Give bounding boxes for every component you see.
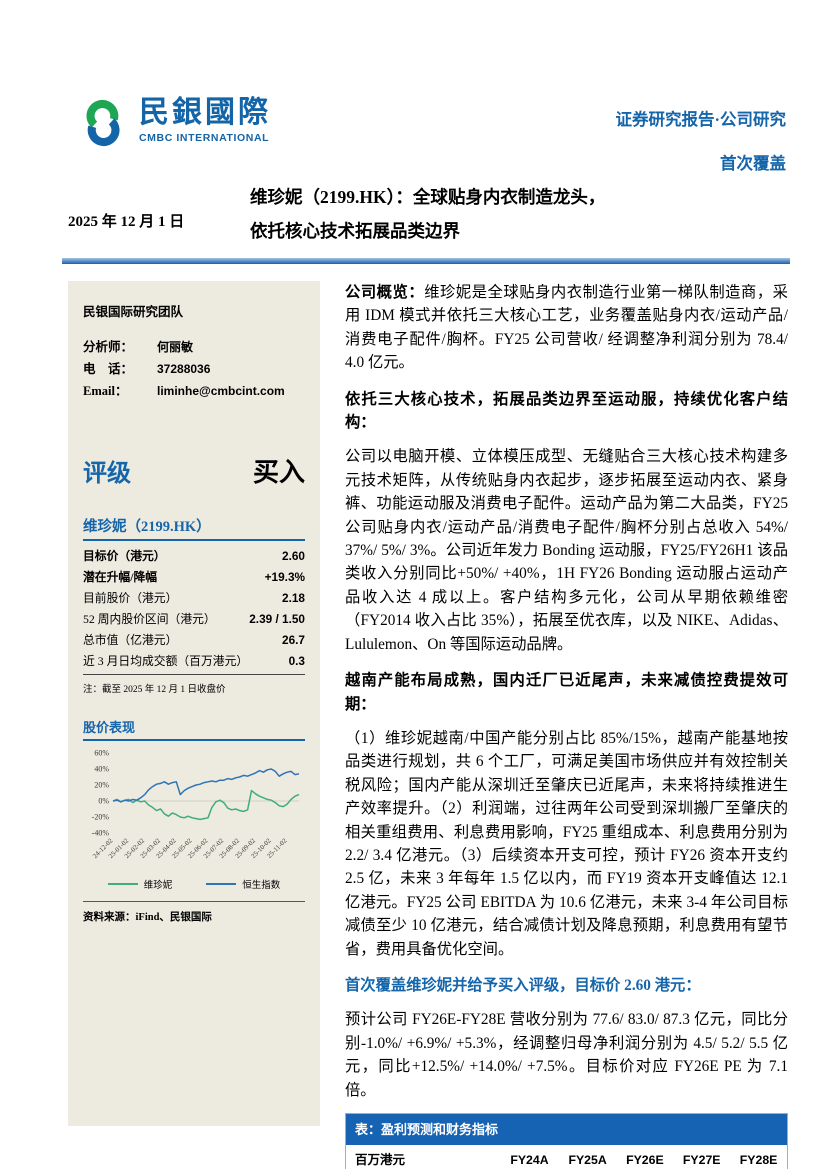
report-title: 维珍妮（2199.HK）：全球贴身内衣制造龙头， 依托核心技术拓展品类边界: [250, 180, 788, 248]
financial-table-header-row: 百万港元 FY24A FY25A FY26E FY27E FY28E: [346, 1145, 787, 1169]
report-body: 公司概览：维珍妮是全球贴身内衣制造行业第一梯队制造商，采用 IDM 模式并依托三…: [345, 281, 788, 1169]
series-line: [112, 789, 300, 821]
stat-value: 2.39 / 1.50: [249, 612, 305, 626]
legend-line-swatch: [206, 883, 237, 885]
section-head-technology: 依托三大核心技术，拓展品类边界至运动服，持续优化客户结构：: [345, 390, 788, 432]
analyst-label: 分析师：: [83, 340, 134, 354]
stat-row: 目标价（港元） 2.60: [83, 546, 305, 567]
overview-text: 维珍妮是全球贴身内衣制造行业第一梯队制造商，采用 IDM 模式并依托三大核心工艺…: [345, 284, 788, 372]
stat-value: 0.3: [288, 654, 305, 668]
email-row: Email： liminhe@cmbcint.com: [83, 380, 305, 402]
stat-label: 近 3 月日均成交额（百万港元）: [83, 654, 249, 668]
legend-line-swatch: [107, 883, 138, 885]
technology-paragraph: 公司以电脑开模、立体模压成型、无缝贴合三大核心技术构建多元技术矩阵，从传统贴身内…: [345, 448, 788, 653]
y-axis-tick: 20%: [94, 781, 109, 790]
year-header-cell: FY25A: [558, 1145, 617, 1169]
legend-label: 维珍妮: [143, 881, 173, 891]
report-title-line1: 维珍妮（2199.HK）：全球贴身内衣制造龙头，: [250, 187, 606, 207]
sidebar-panel: 民银国际研究团队 分析师： 何丽敏 电 话： 37288036 Email： l…: [68, 281, 320, 1126]
title-row: 2025 年 12 月 1 日 维珍妮（2199.HK）：全球贴身内衣制造龙头，…: [0, 174, 826, 248]
email-label: Email：: [83, 384, 128, 398]
stats-note: 注：截至 2025 年 12 月 1 日收盘价: [83, 685, 226, 695]
overview-lead: 公司概览：: [345, 284, 425, 301]
report-type-label: 证券研究报告·公司研究: [615, 110, 786, 129]
y-axis-tick: 60%: [94, 749, 109, 758]
coverage-label: 首次覆盖: [720, 154, 786, 173]
header-divider: [62, 258, 790, 264]
legend-item: 维珍妮: [107, 877, 173, 891]
capacity-paragraph: （1）维珍妮越南/中国产能分别占比 85%/15%，越南产能基地按品类进行规划，…: [345, 729, 788, 958]
y-axis-tick: 0%: [98, 797, 109, 806]
key-stats-table: 目标价（港元） 2.60 潜在升幅/降幅 +19.3% 目前股价（港元） 2.18 52 周…: [83, 546, 305, 675]
report-type-block: 证券研究报告·公司研究 首次覆盖: [615, 96, 786, 174]
price-performance-header: 股价表现: [83, 717, 305, 741]
research-team-label: 民银国际研究团队: [83, 305, 184, 319]
year-header-cell: FY24A: [500, 1145, 559, 1169]
rating-label: 评级: [83, 461, 131, 487]
legend-label: 恒生指数: [242, 881, 281, 891]
y-axis-tick: -20%: [92, 813, 110, 822]
section-head-capacity: 越南产能布局成熟，国内迁厂已近尾声，未来减债控费提效可期：: [345, 672, 788, 713]
y-axis-tick: -40%: [92, 829, 110, 838]
year-header-cell: FY28E: [730, 1145, 787, 1169]
report-date: 2025 年 12 月 1 日: [68, 214, 185, 230]
stat-value: 2.60: [282, 549, 305, 563]
stat-row: 潜在升幅/降幅 +19.3%: [83, 567, 305, 588]
phone-number: 37288036: [157, 362, 211, 376]
stat-label: 52 周内股价区间（港元）: [83, 612, 216, 626]
stat-label: 总市值（亿港元）: [83, 633, 178, 647]
legend-item: 恒生指数: [206, 877, 280, 891]
stat-label: 目标价（港元）: [83, 549, 166, 563]
stat-row: 52 周内股价区间（港元） 2.39 / 1.50: [83, 609, 305, 630]
analyst-row: 分析师： 何丽敏: [83, 336, 305, 358]
stat-value: +19.3%: [264, 570, 305, 584]
unit-header-cell: 百万港元: [346, 1145, 501, 1169]
chart-source: 资料来源：iFind、民银国际: [83, 901, 305, 924]
year-header-cell: FY26E: [616, 1145, 674, 1169]
email-value[interactable]: liminhe@cmbcint.com: [157, 384, 285, 398]
analyst-name: 何丽敏: [157, 340, 194, 354]
financial-table-title: 表：盈利预测和财务指标: [346, 1114, 787, 1146]
phone-row: 电 话： 37288036: [83, 358, 305, 380]
financial-table-block: 表：盈利预测和财务指标 百万港元 FY24A FY25A FY26E FY27E FY2…: [345, 1113, 788, 1169]
stat-row: 近 3 月日均成交额（百万港元） 0.3: [83, 651, 305, 672]
rating-row: 评级 买入: [83, 452, 305, 489]
section-head-initiation: 首次覆盖维珍妮并给予买入评级，目标价 2.60 港元：: [345, 976, 701, 994]
stat-label: 目前股价（港元）: [83, 591, 178, 605]
report-header: 民銀國際 CMBC INTERNATIONAL 证券研究报告·公司研究 首次覆盖: [0, 0, 826, 174]
cmbc-logo: 民銀國際 CMBC INTERNATIONAL: [76, 96, 271, 150]
chart-legend: 维珍妮 恒生指数: [83, 877, 305, 891]
brand-name-en: CMBC INTERNATIONAL: [139, 132, 270, 144]
brand-name-cn: 民銀國際: [139, 96, 271, 129]
stat-row: 目前股价（港元） 2.18: [83, 588, 305, 609]
content-columns: 民银国际研究团队 分析师： 何丽敏 电 话： 37288036 Email： l…: [68, 281, 788, 1169]
cmbc-logo-icon: [86, 99, 120, 147]
stock-header: 维珍妮（2199.HK）: [83, 515, 305, 541]
overview-paragraph: 公司概览：维珍妮是全球贴身内衣制造行业第一梯队制造商，采用 IDM 模式并依托三…: [345, 281, 788, 375]
year-header-cell: FY27E: [673, 1145, 731, 1169]
y-axis-tick: 40%: [94, 765, 109, 774]
phone-label: 电 话：: [83, 362, 134, 376]
price-performance-chart: 60%40%20%0%-20%-40%24-12-0225-01-0225-02…: [92, 749, 300, 860]
stat-value: 26.7: [282, 633, 305, 647]
stat-label: 潜在升幅/降幅: [83, 570, 158, 584]
contact-block: 分析师： 何丽敏 电 话： 37288036 Email： liminhe@cm…: [83, 336, 305, 402]
price-chart-wrap: 60% 40% 20% 0% -20% -40% 24-12-02 25-01-02 25-02…: [83, 745, 305, 891]
report-title-line2: 依托核心技术拓展品类边界: [250, 221, 460, 241]
cmbc-logo-text: 民銀國際 CMBC INTERNATIONAL: [139, 96, 271, 144]
series-line: [112, 768, 300, 803]
stat-row: 总市值（亿港元） 26.7: [83, 630, 305, 651]
stat-value: 2.18: [282, 591, 305, 605]
forecast-paragraph: 预计公司 FY26E-FY28E 营收分别为 77.6/ 83.0/ 87.3 …: [345, 1011, 788, 1099]
rating-value: 买入: [252, 458, 305, 487]
